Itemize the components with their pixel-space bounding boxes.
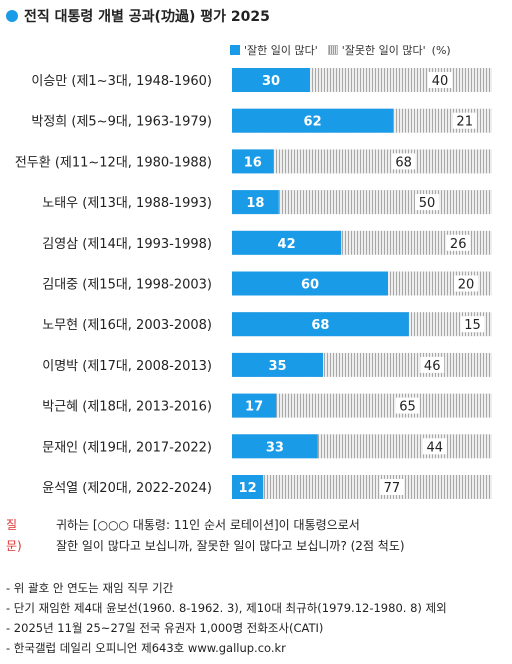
data-label-bad-bg — [422, 438, 447, 455]
data-label-bad-bg — [454, 275, 478, 292]
data-label-bad: 15 — [464, 318, 481, 333]
bar-good — [232, 68, 310, 92]
data-label-good: 35 — [268, 359, 286, 374]
bar-good — [232, 271, 388, 296]
legend-swatch-good — [230, 45, 240, 55]
bar-bad-remainder — [232, 475, 492, 499]
bar-chart: 이승만 (제1~3대, 1948-1960) 30 40 박정희 (제5~9대, 19… — [15, 68, 492, 499]
footnote-3: - 2025년 11월 25~27일 전국 유권자 1,000명 전화조사(CA… — [6, 621, 324, 635]
category-label: 노무현 (제16대, 2003-2008) — [42, 318, 212, 333]
chart-title: 전직 대통령 개별 공과(功過) 평가 2025 — [6, 6, 270, 26]
bar-bad-remainder — [232, 149, 492, 174]
data-label-good: 68 — [311, 318, 329, 333]
bar-good — [232, 352, 323, 377]
data-label-good: 18 — [246, 196, 264, 211]
data-label-bad-bg — [460, 316, 485, 333]
footnote-2: - 단기 재임한 제4대 윤보선(1960. 8-1962. 3), 제10대 … — [6, 601, 447, 615]
bar-good — [232, 475, 264, 499]
legend-label-bad: '잘못한 일이 많다' — [341, 44, 426, 57]
bar-good — [232, 149, 274, 174]
chart-title-text: 전직 대통령 개별 공과(功過) 평가 2025 — [24, 9, 270, 25]
category-label: 노태우 (제13대, 1988-1993) — [42, 196, 212, 211]
data-label-good: 16 — [244, 155, 262, 170]
legend-swatch-bad — [327, 45, 338, 55]
data-label-good: 42 — [278, 237, 296, 252]
category-label: 박근혜 (제18대, 2013-2016) — [42, 400, 212, 415]
data-label-bad-bg — [379, 479, 404, 495]
data-label-good: 12 — [239, 481, 257, 496]
data-label-good: 60 — [301, 278, 319, 293]
footnote-4: - 한국갤럽 데일리 오피니언 제643호 www.gallup.co.kr — [6, 641, 286, 655]
question-line-2: 잘한 일이 많다고 보십니까, 잘못한 일이 많다고 보십니까? (2점 척도) — [56, 539, 405, 553]
bar-good — [232, 312, 409, 337]
data-label-bad: 50 — [419, 196, 436, 211]
bar-good — [232, 108, 394, 133]
bar-good — [232, 230, 342, 255]
category-label: 김대중 (제15대, 1998-2003) — [42, 278, 212, 293]
data-label-bad-bg — [446, 234, 471, 251]
data-label-bad-bg — [391, 153, 416, 170]
category-label: 이승만 (제1~3대, 1948-1960) — [31, 74, 212, 89]
data-label-bad: 65 — [399, 400, 416, 415]
category-label: 전두환 (제11~12대, 1980-1988) — [15, 155, 212, 170]
bullet-dot-icon — [6, 10, 18, 22]
data-label-bad: 68 — [395, 155, 412, 170]
legend-label-good: '잘한 일이 많다' — [244, 44, 318, 57]
category-label: 문재인 (제19대, 2017-2022) — [42, 440, 212, 455]
question-label: 질문) — [6, 518, 22, 553]
bar-good — [232, 434, 318, 459]
data-label-bad: 21 — [456, 115, 473, 130]
data-label-bad: 26 — [450, 237, 467, 252]
footnote-1: - 위 괄호 안 연도는 재임 직무 기간 — [6, 581, 174, 595]
data-label-bad-bg — [415, 194, 439, 211]
category-label: 김영삼 (제14대, 1993-1998) — [42, 237, 212, 252]
data-label-good: 33 — [266, 440, 284, 455]
bar-good — [232, 393, 277, 418]
data-label-bad: 77 — [384, 481, 401, 496]
data-label-good: 17 — [245, 400, 263, 415]
data-label-bad-bg — [395, 397, 420, 414]
category-label: 이명박 (제17대, 2008-2013) — [42, 359, 212, 374]
legend: '잘한 일이 많다' '잘못한 일이 많다' (%) — [230, 42, 451, 58]
data-label-bad: 46 — [424, 359, 441, 374]
question-line-1: 귀하는 [○○○ 대통령: 11인 순서 로테이션]이 대통령으로서 — [56, 518, 360, 532]
data-label-bad-bg — [420, 356, 445, 373]
data-label-bad: 20 — [458, 278, 475, 293]
data-label-bad-bg — [428, 72, 452, 88]
data-label-bad: 40 — [432, 74, 449, 89]
category-label: 박정희 (제5~9대, 1963-1979) — [31, 115, 212, 130]
data-label-bad-bg — [452, 112, 477, 129]
legend-unit: (%) — [431, 43, 451, 57]
data-label-bad: 44 — [427, 440, 444, 455]
data-label-good: 30 — [262, 74, 280, 89]
footnotes: - 위 괄호 안 연도는 재임 직무 기간 - 단기 재임한 제4대 윤보선(1… — [6, 578, 447, 658]
bar-good — [232, 190, 279, 215]
data-label-good: 62 — [304, 115, 322, 130]
category-label: 윤석열 (제20대, 2022-2024) — [42, 481, 212, 496]
